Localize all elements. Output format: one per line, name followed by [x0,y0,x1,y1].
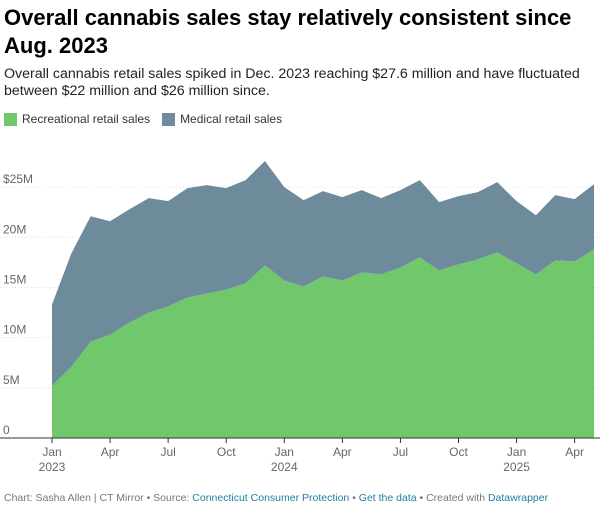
x-tick-label: Apr [565,445,584,459]
y-tick-label: $25M [3,172,33,186]
y-tick-label: 0 [3,423,10,437]
legend-swatch-medical [162,112,176,126]
y-axis: 0 5M 10M 15M 20M $25M [3,172,33,437]
get-data-link[interactable]: Get the data [358,492,417,504]
source-link[interactable]: Connecticut Consumer Protection [192,492,350,504]
x-tick-label: Jan [42,445,61,459]
x-tick-label: Jan [507,445,526,459]
x-tick-year-label: 2023 [39,460,66,474]
chart-subtitle: Overall cannabis retail sales spiked in … [4,66,580,99]
x-tick-year-label: 2025 [503,460,530,474]
area-series [52,161,594,438]
y-tick-label: 20M [3,222,26,236]
area-recreational [52,249,594,438]
footer-credit: Chart: Sasha Allen | CT Mirror • Source: [4,492,193,504]
x-tick-label: Oct [449,445,468,459]
legend-swatch-recreational [4,112,17,126]
x-tick-label: Jul [393,445,408,459]
legend-item-recreational: Recreational retail sales [4,112,150,126]
legend-item-medical: Medical retail sales [162,112,282,126]
chart-title: Overall cannabis sales stay relatively c… [4,5,572,58]
y-tick-label: 15M [3,272,26,286]
footer-separator: • [349,492,359,504]
y-tick-label: 10M [3,323,26,337]
x-tick-label: Apr [101,445,120,459]
legend-label-medical: Medical retail sales [180,112,283,126]
legend-label-recreational: Recreational retail sales [22,112,151,126]
datawrapper-link[interactable]: Datawrapper [487,492,549,504]
x-tick-label: Jul [160,445,175,459]
y-tick-label: 5M [3,373,20,387]
x-tick-label: Jan [275,445,294,459]
x-tick-label: Apr [333,445,352,459]
chart-legend: Recreational retail sales Medical retail… [4,112,294,126]
x-tick-year-label: 2024 [271,460,298,474]
x-tick-label: Oct [217,445,236,459]
area-medical [52,161,594,386]
chart-footer: Chart: Sasha Allen | CT Mirror • Source:… [4,492,548,504]
footer-created-with: • Created with [416,492,488,504]
